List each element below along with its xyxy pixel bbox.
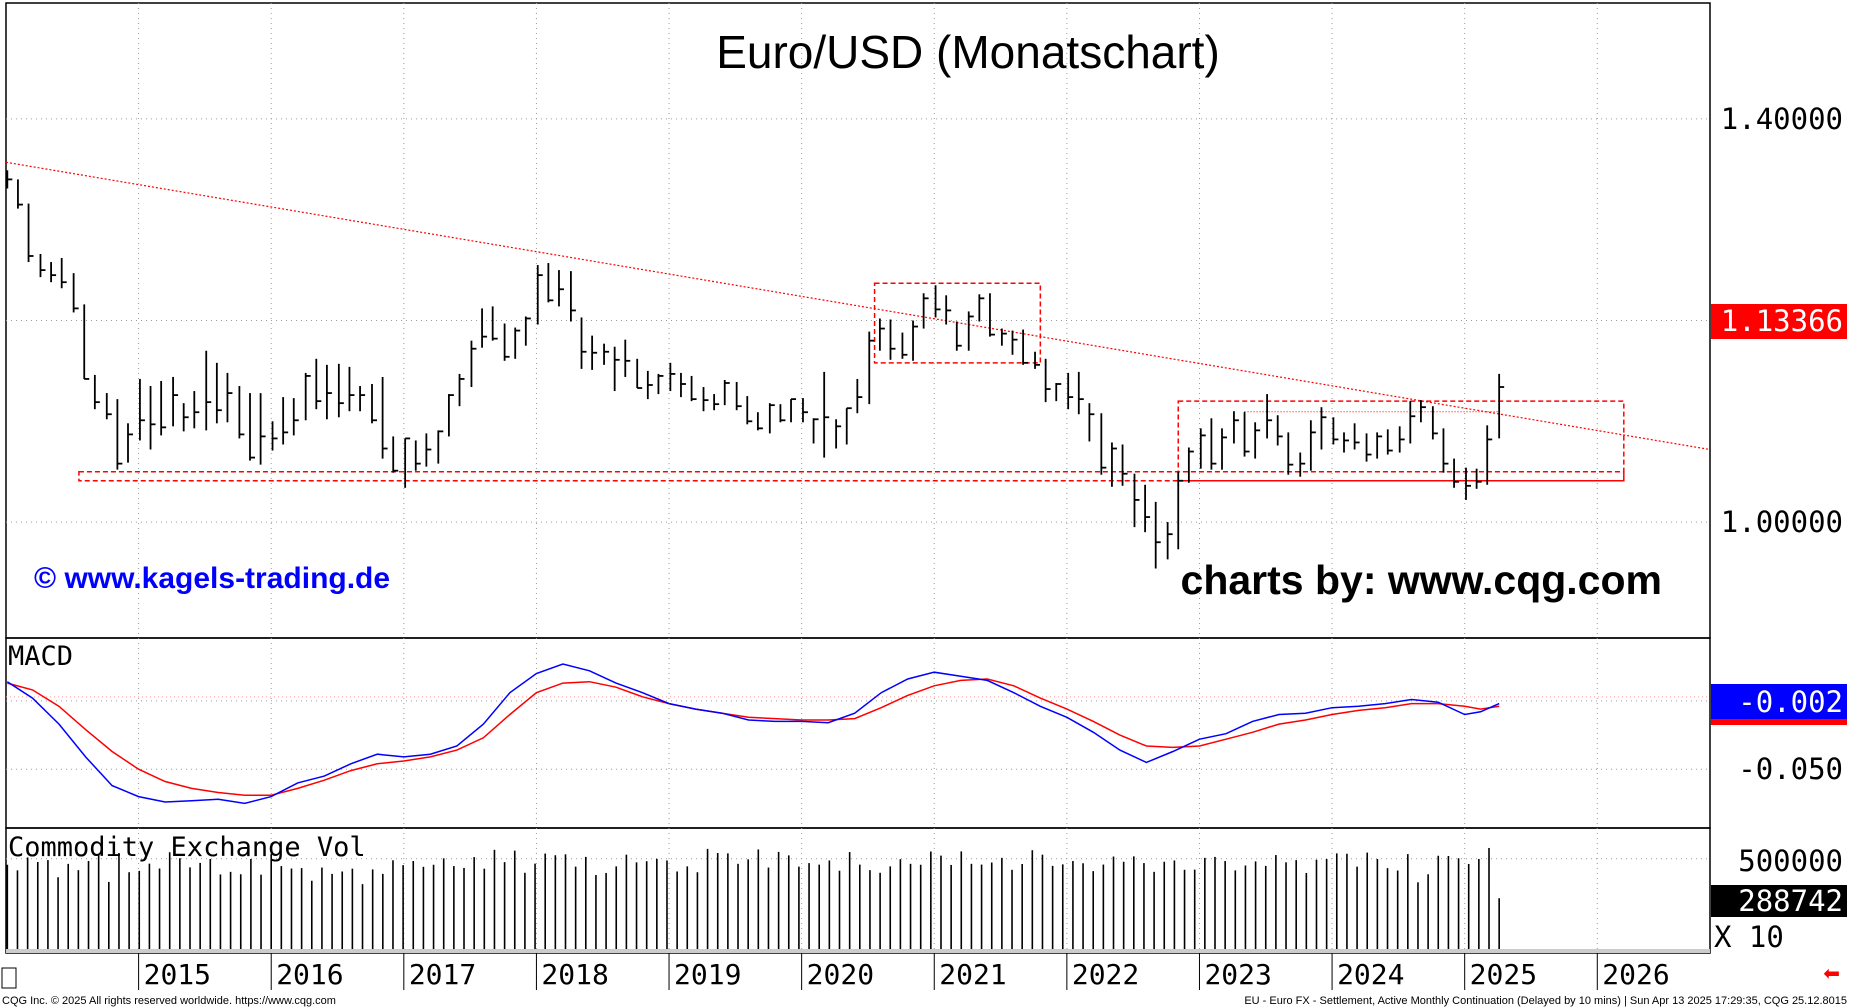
macd-value-label-bg bbox=[1711, 684, 1847, 719]
volume-tick-label: 500000 bbox=[1738, 844, 1843, 878]
macd-line bbox=[6, 663, 1500, 805]
x-tick-label: 2026 bbox=[1602, 958, 1669, 991]
grid-layer bbox=[6, 3, 1710, 953]
last-price-label: 1.13366 bbox=[1721, 304, 1843, 338]
x-tick-label: 2021 bbox=[939, 958, 1006, 991]
price-tick-label: 1.40000 bbox=[1721, 102, 1843, 136]
x-tick-label: 2022 bbox=[1072, 958, 1139, 991]
x-tick-label: 2019 bbox=[674, 958, 741, 991]
axis-labels-layer: 2015 2016 2017 2018 2019 2020 2021 2022 2023 2024… bbox=[108, 102, 1843, 991]
scroll-right-arrow-icon[interactable]: ⬅ bbox=[1823, 961, 1840, 985]
cqg-credit: charts by: www.cqg.com bbox=[1181, 557, 1662, 603]
descending-trendline bbox=[5, 161, 1711, 451]
chart-title: Euro/USD (Monatschart) bbox=[716, 26, 1220, 78]
volume-panel-label: Commodity Exchange Vol bbox=[8, 832, 366, 863]
pattern-box bbox=[78, 470, 1625, 482]
macd-signal-line bbox=[7, 678, 1500, 796]
volume-bars-layer bbox=[6, 847, 1500, 953]
scroll-left-button[interactable] bbox=[1, 967, 17, 989]
pattern-box bbox=[873, 282, 1042, 364]
x-tick-label: 2017 bbox=[409, 958, 476, 991]
volume-value-label-bg bbox=[1711, 885, 1847, 917]
macd-value-label-underline bbox=[1711, 719, 1847, 725]
footer-copyright: CQG Inc. © 2025 All rights reserved worl… bbox=[2, 995, 336, 1007]
volume-multiplier-label: X 10 bbox=[1714, 920, 1784, 954]
x-tick-label: 2024 bbox=[1337, 958, 1404, 991]
footer-instrument-info: EU - Euro FX - Settlement, Active Monthl… bbox=[1244, 995, 1847, 1007]
x-tick-label: 2018 bbox=[541, 958, 608, 991]
macd-panel-label: MACD bbox=[8, 641, 73, 672]
price-bars-layer bbox=[6, 170, 1505, 569]
last-price-label-bg bbox=[1711, 304, 1847, 339]
time-scrollbar-track[interactable] bbox=[6, 949, 1710, 953]
pattern-boxes bbox=[78, 282, 1625, 482]
x-tick-label: 2025 bbox=[1470, 958, 1537, 991]
price-tick-label: 1.00000 bbox=[1721, 505, 1843, 539]
macd-tick-label: -0.050 bbox=[1738, 752, 1843, 786]
volume-value-label: 288742 bbox=[1738, 884, 1843, 918]
macd-layer bbox=[6, 663, 1500, 805]
watermark-link[interactable]: © www.kagels-trading.de bbox=[34, 562, 390, 595]
macd-value-label: -0.002 bbox=[1738, 685, 1843, 719]
x-tick-label: 2016 bbox=[276, 958, 343, 991]
x-tick-label: 2020 bbox=[807, 958, 874, 991]
x-tick-label: 2015 bbox=[144, 958, 211, 991]
x-tick-label: 2023 bbox=[1204, 958, 1271, 991]
